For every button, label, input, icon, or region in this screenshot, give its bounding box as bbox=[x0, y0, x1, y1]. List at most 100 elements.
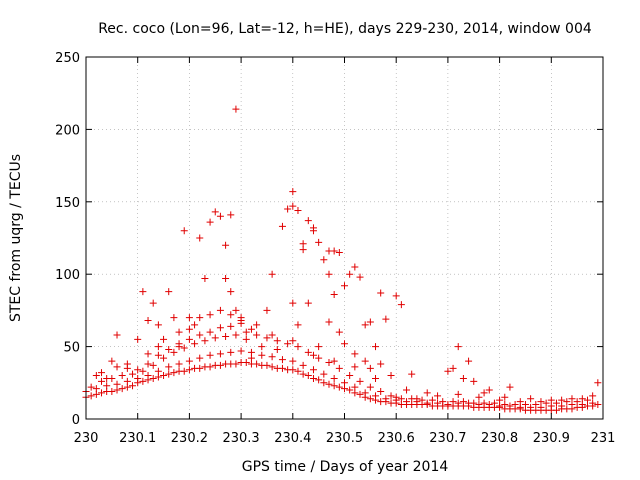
data-point bbox=[418, 396, 426, 404]
data-point bbox=[490, 399, 498, 407]
data-point bbox=[206, 218, 214, 226]
data-point bbox=[315, 343, 323, 351]
data-point bbox=[216, 361, 224, 369]
data-point bbox=[129, 370, 137, 378]
data-point bbox=[423, 389, 431, 397]
data-point bbox=[87, 383, 95, 391]
data-point bbox=[397, 301, 405, 309]
data-point bbox=[547, 396, 555, 404]
data-point bbox=[496, 396, 504, 404]
data-point bbox=[294, 206, 302, 214]
data-point bbox=[165, 363, 173, 371]
data-point bbox=[434, 399, 442, 407]
data-point bbox=[92, 372, 100, 380]
data-point bbox=[475, 393, 483, 401]
data-point bbox=[382, 315, 390, 323]
data-point bbox=[222, 275, 230, 283]
data-point bbox=[387, 392, 395, 400]
data-point bbox=[330, 374, 338, 382]
data-point bbox=[175, 343, 183, 351]
data-point bbox=[335, 364, 343, 372]
data-point bbox=[578, 395, 586, 403]
data-point bbox=[134, 335, 142, 343]
data-point bbox=[268, 363, 276, 371]
data-point bbox=[485, 386, 493, 394]
data-point bbox=[232, 306, 240, 314]
data-point bbox=[542, 399, 550, 407]
data-point bbox=[139, 367, 147, 375]
data-point bbox=[392, 393, 400, 401]
data-points bbox=[82, 105, 602, 414]
data-point bbox=[268, 331, 276, 339]
x-tick-label: 230.1 bbox=[119, 431, 156, 446]
data-point bbox=[304, 372, 312, 380]
data-point bbox=[377, 387, 385, 395]
data-point bbox=[278, 364, 286, 372]
data-point bbox=[294, 321, 302, 329]
data-point bbox=[475, 401, 483, 409]
grid-lines bbox=[86, 57, 603, 419]
data-point bbox=[377, 360, 385, 368]
data-point bbox=[289, 299, 297, 307]
x-axis-label: GPS time / Days of year 2014 bbox=[242, 459, 449, 475]
data-point bbox=[470, 377, 478, 385]
x-tick-label: 230.5 bbox=[326, 431, 363, 446]
data-point bbox=[325, 270, 333, 278]
data-point bbox=[165, 370, 173, 378]
data-point bbox=[361, 389, 369, 397]
x-tick-label: 230.6 bbox=[378, 431, 415, 446]
data-point bbox=[108, 387, 116, 395]
data-point bbox=[242, 328, 250, 336]
data-point bbox=[289, 188, 297, 196]
data-point bbox=[180, 227, 188, 235]
data-point bbox=[552, 406, 560, 414]
data-point bbox=[165, 288, 173, 296]
data-point bbox=[356, 377, 364, 385]
data-point bbox=[222, 332, 230, 340]
data-point bbox=[263, 361, 271, 369]
data-point bbox=[139, 288, 147, 296]
data-point bbox=[123, 360, 131, 368]
data-point bbox=[268, 270, 276, 278]
data-point bbox=[185, 366, 193, 374]
data-point bbox=[268, 353, 276, 361]
data-point bbox=[382, 395, 390, 403]
data-point bbox=[366, 395, 374, 403]
data-point bbox=[154, 343, 162, 351]
data-point bbox=[227, 288, 235, 296]
data-point bbox=[216, 324, 224, 332]
data-point bbox=[185, 335, 193, 343]
data-point bbox=[232, 360, 240, 368]
y-tick-label: 0 bbox=[72, 413, 80, 428]
data-point bbox=[222, 241, 230, 249]
data-point bbox=[273, 337, 281, 345]
data-point bbox=[139, 377, 147, 385]
x-tick-label: 230.2 bbox=[171, 431, 208, 446]
data-point bbox=[92, 385, 100, 393]
data-point bbox=[346, 386, 354, 394]
x-axis-ticks: 230 230.1 230.2 230.3 230.4 230.5 230.6 230.7 23… bbox=[74, 57, 615, 446]
data-point bbox=[144, 350, 152, 358]
data-point bbox=[304, 299, 312, 307]
y-axis-ticks: 0 50 100 150 200 250 bbox=[55, 51, 603, 428]
data-point bbox=[335, 328, 343, 336]
data-point bbox=[170, 369, 178, 377]
data-point bbox=[299, 361, 307, 369]
data-point bbox=[506, 383, 514, 391]
data-point bbox=[563, 398, 571, 406]
data-point bbox=[196, 364, 204, 372]
data-point bbox=[170, 348, 178, 356]
data-point bbox=[273, 345, 281, 353]
data-point bbox=[372, 392, 380, 400]
data-point bbox=[196, 331, 204, 339]
data-point bbox=[356, 390, 364, 398]
data-point bbox=[113, 363, 121, 371]
data-point bbox=[299, 246, 307, 254]
data-point bbox=[366, 383, 374, 391]
data-point bbox=[594, 379, 602, 387]
data-point bbox=[149, 299, 157, 307]
data-point bbox=[118, 372, 126, 380]
data-point bbox=[330, 357, 338, 365]
data-point bbox=[558, 396, 566, 404]
data-point bbox=[573, 398, 581, 406]
